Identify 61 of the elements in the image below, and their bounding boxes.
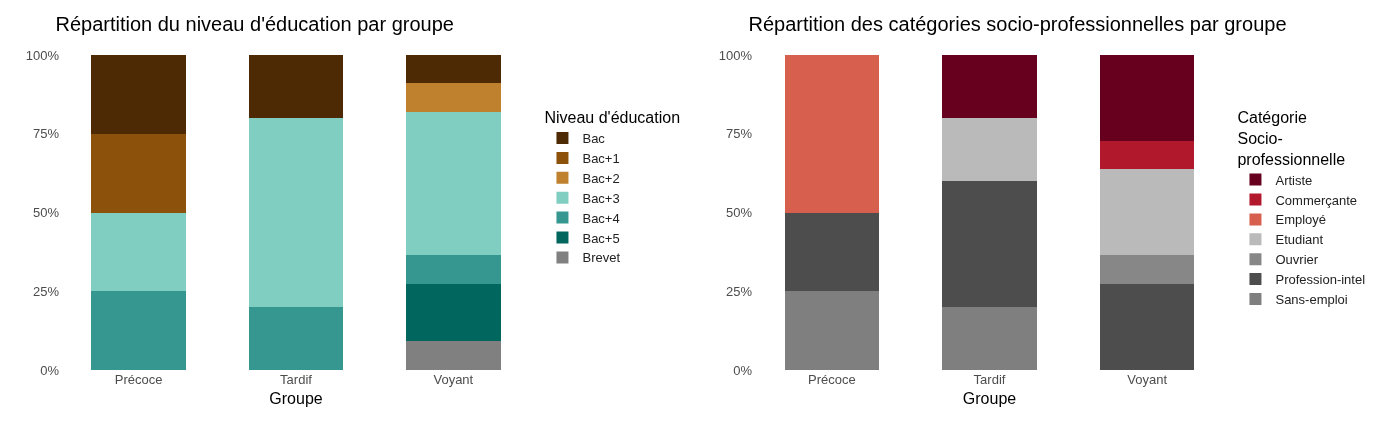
- bar: [406, 255, 501, 285]
- legend-label: Bac: [582, 131, 606, 147]
- x-tick-label: Tardif: [280, 372, 313, 387]
- bar: [1099, 284, 1195, 370]
- legend-label: Profession-intel: [1275, 272, 1366, 288]
- bar: [784, 291, 880, 370]
- bar: [248, 55, 344, 118]
- legend-label: Bac+5: [582, 230, 620, 246]
- legend-label: Artiste: [1275, 172, 1313, 188]
- x-tick-label: Tardif: [973, 372, 1006, 387]
- y-tick-label: 50%: [32, 205, 60, 221]
- bar: [406, 83, 501, 113]
- bar: [406, 341, 501, 370]
- x-tick-label: Précoce: [807, 372, 856, 387]
- bar: [406, 112, 501, 256]
- legend-label: Ouvrier: [1275, 252, 1319, 268]
- y-tick-label: 100%: [718, 47, 753, 63]
- bar: [248, 307, 344, 370]
- y-tick-label: 100%: [25, 47, 60, 63]
- y-tick-label: 50%: [725, 205, 753, 221]
- bar: [942, 181, 1037, 307]
- bar: [248, 118, 344, 307]
- y-tick-label: 75%: [725, 126, 753, 142]
- bar: [406, 284, 501, 342]
- legend-label: Sans-emploi: [1275, 292, 1348, 308]
- bar: [1099, 55, 1195, 141]
- chart-title: Répartition du niveau d'éducation par groupe: [55, 13, 454, 36]
- bar: [784, 55, 880, 213]
- x-tick-label: Précoce: [114, 372, 163, 387]
- legend-label: Commerçante: [1275, 192, 1358, 208]
- bar: [91, 55, 186, 134]
- x-tick-label: Voyant: [1127, 372, 1168, 387]
- bar: [942, 118, 1037, 181]
- bar: [406, 55, 501, 84]
- y-tick-label: 25%: [725, 283, 753, 299]
- bar: [942, 55, 1037, 118]
- bar: [1099, 255, 1195, 285]
- x-axis-title: Groupe: [962, 389, 1017, 407]
- x-tick-label: Voyant: [433, 372, 474, 387]
- legend-label: Etudiant: [1275, 232, 1324, 248]
- bar: [1099, 140, 1195, 170]
- x-axis-title: Groupe: [269, 389, 323, 407]
- legend-label: Bac+1: [582, 150, 620, 166]
- y-tick-label: 25%: [32, 283, 60, 299]
- legend-label: Employé: [1275, 212, 1327, 228]
- bar: [91, 291, 186, 370]
- y-tick-label: 0%: [733, 362, 753, 378]
- bar: [91, 133, 186, 213]
- bar: [91, 212, 186, 292]
- legend-title: Catégorie Socio-professionnelle: [1237, 109, 1346, 168]
- legend-label: Bac+3: [582, 190, 620, 206]
- bar: [784, 212, 880, 292]
- y-tick-label: 0%: [40, 362, 60, 378]
- legend-label: Bac+4: [582, 210, 620, 226]
- legend-label: Brevet: [582, 250, 621, 266]
- bar: [1099, 169, 1195, 256]
- chart-title: Répartition des catégories socio-professionnelles par groupe: [748, 13, 1287, 36]
- legend-label: Bac+2: [582, 170, 620, 186]
- y-tick-label: 75%: [32, 126, 60, 142]
- legend-title: Niveau d'éducation: [544, 109, 681, 127]
- bar: [942, 307, 1037, 370]
